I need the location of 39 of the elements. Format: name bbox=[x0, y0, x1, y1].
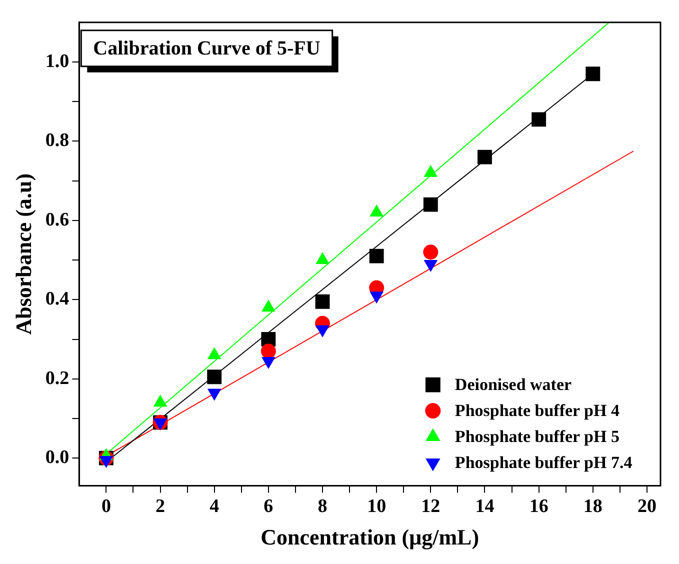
y-tick-label: 1.0 bbox=[45, 50, 70, 72]
point bbox=[260, 344, 276, 359]
x-tick-label: 16 bbox=[529, 496, 548, 518]
legend-label: Phosphate buffer pH 5 bbox=[454, 427, 620, 446]
point bbox=[532, 112, 546, 127]
x-tick-label: 8 bbox=[318, 496, 328, 518]
x-tick-label: 4 bbox=[210, 496, 220, 518]
y-axis-title: Absorbance (a.u) bbox=[10, 173, 36, 335]
x-tick-label: 14 bbox=[475, 496, 495, 518]
y-tick-label: 0.8 bbox=[45, 130, 70, 152]
x-tick-label: 0 bbox=[101, 496, 111, 518]
point bbox=[207, 370, 222, 384]
point bbox=[370, 205, 384, 217]
x-tick-label: 6 bbox=[264, 496, 274, 518]
point bbox=[154, 395, 167, 407]
legend-label: Deionised water bbox=[454, 375, 572, 394]
point bbox=[423, 244, 438, 260]
x-tick-label: 10 bbox=[367, 496, 386, 518]
y-tick-label: 0.6 bbox=[45, 209, 70, 230]
point bbox=[369, 248, 384, 264]
point bbox=[316, 252, 330, 264]
legend-label: Phosphate buffer pH 4 bbox=[454, 401, 620, 420]
y-tick-label: 0.4 bbox=[45, 288, 70, 310]
y-tick-label: 0.2 bbox=[45, 368, 70, 389]
x-tick-label: 20 bbox=[637, 496, 656, 518]
point bbox=[261, 332, 276, 346]
x-tick-label: 18 bbox=[583, 496, 602, 518]
point bbox=[586, 66, 600, 82]
point bbox=[423, 197, 438, 212]
point bbox=[315, 294, 330, 309]
x-axis-title: Concentration (μg/mL) bbox=[260, 524, 480, 550]
x-tick-label: 12 bbox=[421, 496, 440, 518]
point bbox=[262, 300, 275, 312]
point bbox=[208, 348, 221, 360]
text: Calibration Curve of 5-FU bbox=[93, 38, 320, 60]
x-tick-label: 2 bbox=[156, 496, 166, 518]
point bbox=[478, 150, 492, 164]
legend-label: Phosphate buffer pH 7.4 bbox=[454, 453, 633, 472]
y-tick-label: 0.0 bbox=[45, 446, 70, 468]
